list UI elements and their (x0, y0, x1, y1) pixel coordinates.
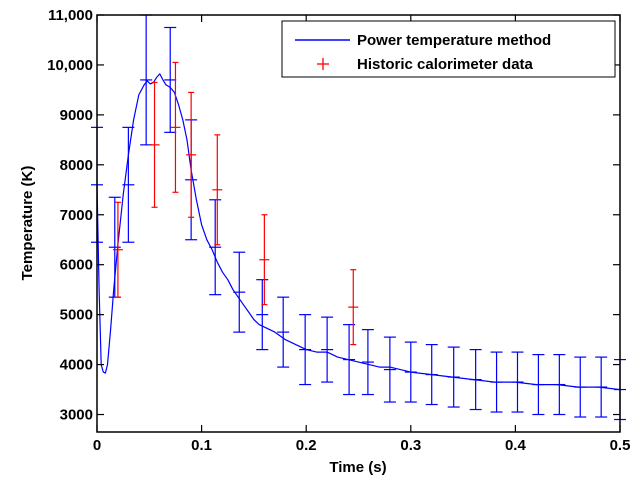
y-tick-label: 8000 (60, 157, 93, 174)
power-errorbar (383, 336, 396, 403)
power-errorbar (532, 353, 545, 416)
power-errorbar (108, 196, 121, 298)
series-layer (91, 14, 626, 421)
calorimeter-point (212, 134, 223, 246)
series-line-power (96, 73, 621, 391)
y-tick-label: 6000 (60, 257, 93, 274)
calorimeter-point (186, 91, 197, 218)
y-tick-label: 11,000 (48, 7, 93, 24)
legend: Power temperature method Historic calori… (281, 20, 616, 78)
power-errorbar (164, 26, 177, 133)
y-tick-label: 4000 (60, 357, 93, 374)
power-errorbar (321, 316, 334, 383)
calorimeter-point (170, 61, 181, 193)
power-errorbar (122, 126, 135, 243)
power-errorbar (209, 199, 222, 296)
calorimeter-point (348, 269, 359, 346)
calorimeter-point (112, 201, 123, 298)
plot-frame (96, 14, 621, 433)
power-errorbar (140, 14, 153, 146)
legend-label-power: Power temperature method (357, 32, 551, 49)
power-errorbar (490, 351, 503, 413)
legend-label-historic: Historic calorimeter data (357, 56, 534, 73)
x-axis-label: Time (s) (329, 459, 386, 476)
x-tick-label: 0.5 (610, 437, 631, 454)
legend-box (281, 20, 616, 78)
y-axis-label: Temperature (K) (19, 166, 36, 281)
power-errorbar (553, 353, 566, 416)
power-errorbar (361, 329, 374, 396)
y-tick-label: 9000 (60, 107, 93, 124)
power-errorbar (511, 351, 524, 413)
calorimeter-point (149, 81, 160, 208)
power-errorbar (595, 356, 608, 418)
calorimeter-point (259, 214, 270, 306)
power-errorbar (343, 324, 356, 396)
y-tick-label: 3000 (60, 407, 93, 424)
power-errorbar (574, 356, 587, 418)
x-tick-label: 0.2 (296, 437, 317, 454)
x-tick-label: 0.3 (400, 437, 421, 454)
power-errorbar (256, 279, 269, 351)
power-errorbar (425, 344, 438, 406)
power-errorbar (404, 341, 417, 403)
legend-plus-marker (317, 58, 329, 70)
x-tick-label: 0 (93, 437, 101, 454)
x-tick-label: 0.1 (191, 437, 212, 454)
y-tick-label: 10,000 (47, 57, 93, 74)
x-tick-label: 0.4 (505, 437, 527, 454)
y-tick-label: 5000 (60, 307, 93, 324)
y-tick-label: 7000 (60, 207, 93, 224)
power-errorbar (299, 314, 312, 386)
power-errorbar (233, 251, 246, 333)
power-errorbar (469, 348, 482, 411)
ticks-layer: 0 0.1 0.2 0.3 0.4 0.5 3000 4000 5000 6000 7000 8000… (47, 7, 630, 454)
power-errorbar (447, 346, 460, 408)
power-errorbar (277, 296, 290, 368)
